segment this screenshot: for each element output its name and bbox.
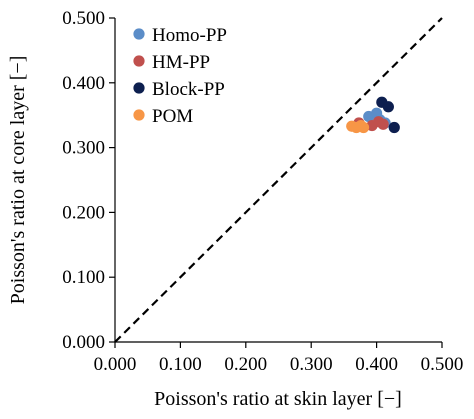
- legend-label: HM-PP: [152, 52, 210, 73]
- legend-marker: [133, 55, 145, 67]
- legend-label: POM: [152, 106, 193, 127]
- legend-marker: [133, 109, 145, 121]
- x-tick-label: 0.500: [421, 354, 464, 375]
- y-tick-label: 0.500: [62, 8, 105, 29]
- legend-label: Block-PP: [152, 79, 225, 100]
- y-tick-label: 0.400: [62, 73, 105, 94]
- legend-marker: [133, 82, 145, 94]
- x-tick-label: 0.000: [94, 354, 137, 375]
- x-tick-label: 0.200: [224, 354, 267, 375]
- y-tick-label: 0.300: [62, 138, 105, 159]
- data-points: [346, 96, 400, 134]
- y-tick-label: 0.100: [62, 267, 105, 288]
- data-point: [382, 101, 394, 113]
- x-axis-ticks: 0.000 0.100 0.200 0.300 0.400 0.500: [94, 342, 464, 375]
- data-point: [357, 121, 370, 134]
- legend-marker: [133, 28, 145, 40]
- y-axis-ticks: 0.000 0.100 0.200 0.300 0.400 0.500: [62, 8, 115, 353]
- x-tick-label: 0.100: [159, 354, 202, 375]
- x-tick-label: 0.300: [290, 354, 333, 375]
- data-point: [388, 121, 400, 134]
- legend-label: Homo-PP: [152, 25, 227, 46]
- x-tick-label: 0.400: [355, 354, 398, 375]
- x-axis-title: Poisson's ratio at skin layer [−]: [154, 388, 402, 410]
- y-tick-label: 0.200: [62, 202, 105, 223]
- legend: Homo-PP HM-PP Block-PP POM: [133, 25, 227, 127]
- y-tick-label: 0.000: [62, 332, 105, 353]
- identity-reference-line: [114, 17, 443, 343]
- y-axis-title: Poisson's ratio at core layer [−]: [7, 56, 29, 305]
- plot-area: 0.000 0.100 0.200 0.300 0.400 0.500 0.000 0.10…: [62, 8, 463, 375]
- data-point: [377, 118, 389, 130]
